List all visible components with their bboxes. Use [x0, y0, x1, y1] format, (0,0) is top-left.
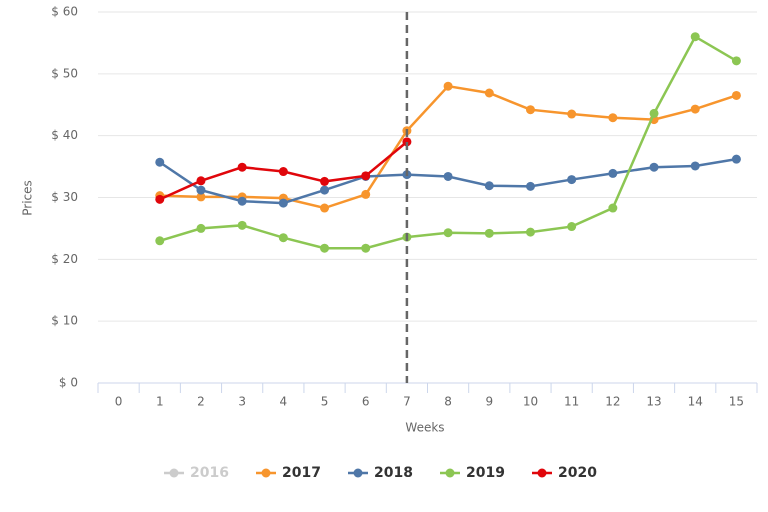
- data-point: [237, 162, 247, 172]
- data-point: [567, 222, 577, 232]
- y-axis-title: Prices: [21, 180, 35, 216]
- data-point: [443, 81, 453, 91]
- data-point: [731, 56, 741, 66]
- data-point: [443, 171, 453, 181]
- data-point: [155, 194, 165, 204]
- legend-symbol: [537, 468, 547, 478]
- data-point: [196, 223, 206, 233]
- y-tick-label: $ 60: [51, 5, 78, 19]
- data-point: [608, 203, 618, 213]
- x-tick-label: 12: [605, 395, 620, 409]
- data-point: [196, 176, 206, 186]
- data-point: [402, 137, 412, 147]
- data-point: [484, 88, 494, 98]
- data-point: [690, 32, 700, 42]
- legend-label: 2019: [466, 465, 505, 481]
- data-point: [608, 113, 618, 123]
- data-point: [320, 185, 330, 195]
- data-point: [155, 236, 165, 246]
- legend-item[interactable]: 2019: [440, 465, 505, 481]
- x-tick-label: 13: [646, 395, 661, 409]
- y-tick-label: $ 0: [59, 376, 78, 390]
- plot-area: [155, 32, 741, 253]
- data-point: [361, 189, 371, 199]
- y-tick-label: $ 50: [51, 66, 78, 80]
- data-point: [320, 203, 330, 213]
- legend-label: 2020: [558, 465, 597, 481]
- x-tick-label: 3: [238, 395, 246, 409]
- legend-symbol: [261, 468, 271, 478]
- y-tick-label: $ 20: [51, 252, 78, 266]
- data-point: [608, 168, 618, 178]
- data-point: [196, 185, 206, 195]
- data-point: [649, 108, 659, 118]
- x-tick-label: 15: [729, 395, 744, 409]
- data-point: [484, 228, 494, 238]
- legend-label: 2018: [374, 465, 413, 481]
- data-point: [320, 176, 330, 186]
- legend-item[interactable]: 2020: [532, 465, 597, 481]
- x-tick-label: 5: [321, 395, 329, 409]
- data-point: [484, 181, 494, 191]
- legend-item[interactable]: 2018: [348, 465, 413, 481]
- x-tick-label: 6: [362, 395, 370, 409]
- data-point: [731, 154, 741, 164]
- y-tick-label: $ 10: [51, 314, 78, 328]
- data-point: [155, 157, 165, 167]
- legend-symbol: [353, 468, 363, 478]
- x-tick-label: 0: [115, 395, 123, 409]
- series-line: [159, 84, 737, 210]
- x-axis-title: Weeks: [405, 421, 444, 435]
- x-tick-label: 14: [688, 395, 703, 409]
- data-point: [361, 243, 371, 253]
- data-point: [731, 90, 741, 100]
- data-point: [320, 243, 330, 253]
- x-tick-label: 11: [564, 395, 579, 409]
- data-point: [567, 109, 577, 119]
- data-point: [278, 167, 288, 177]
- data-point: [237, 220, 247, 230]
- data-point: [525, 105, 535, 115]
- legend-label: 2016: [190, 465, 229, 481]
- legend-item[interactable]: 2016: [164, 465, 229, 481]
- data-point: [690, 161, 700, 171]
- x-tick-label: 7: [403, 395, 411, 409]
- legend-symbol: [445, 468, 455, 478]
- legend-item[interactable]: 2017: [256, 465, 321, 481]
- legend-label: 2017: [282, 465, 321, 481]
- data-point: [525, 227, 535, 237]
- y-tick-label: $ 30: [51, 190, 78, 204]
- series-line: [159, 34, 738, 250]
- legend-symbol: [169, 468, 179, 478]
- data-point: [567, 175, 577, 185]
- data-point: [361, 171, 371, 181]
- data-point: [278, 233, 288, 243]
- x-tick-label: 9: [485, 395, 493, 409]
- x-tick-label: 10: [523, 395, 538, 409]
- data-point: [278, 198, 288, 208]
- x-tick-label: 1: [156, 395, 164, 409]
- data-point: [443, 228, 453, 238]
- data-point: [649, 162, 659, 172]
- x-tick-label: 2: [197, 395, 205, 409]
- data-point: [690, 104, 700, 114]
- data-point: [525, 181, 535, 191]
- y-tick-label: $ 40: [51, 128, 78, 142]
- x-tick-label: 4: [280, 395, 288, 409]
- data-point: [196, 192, 206, 202]
- x-tick-label: 8: [444, 395, 452, 409]
- data-point: [237, 196, 247, 206]
